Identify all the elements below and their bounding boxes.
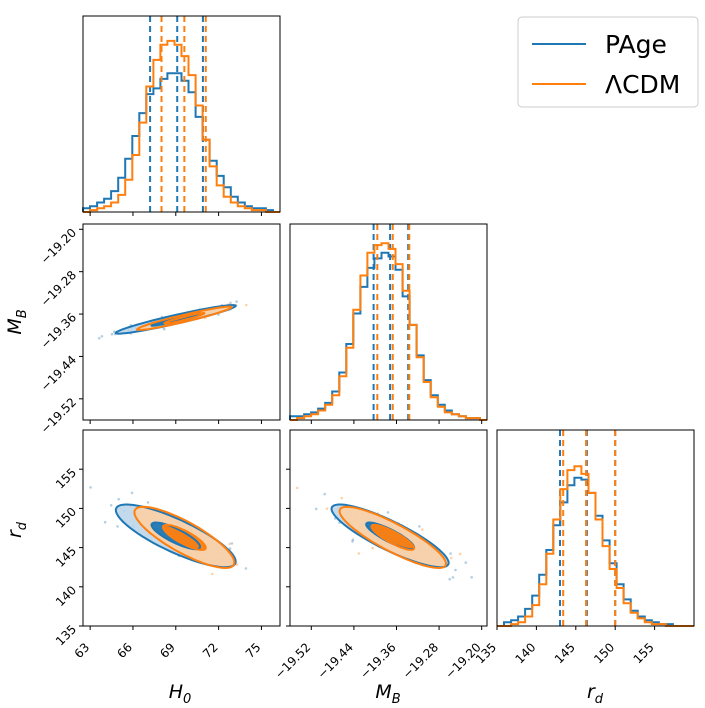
sample-point bbox=[314, 507, 318, 511]
panel-frame-1-1 bbox=[289, 223, 488, 421]
x-tick-label-MB: −19.36 bbox=[357, 640, 398, 681]
sample-point bbox=[464, 561, 468, 564]
panel-frame-0-0 bbox=[82, 15, 281, 213]
y-axis-label-mb: MB bbox=[4, 309, 30, 334]
sample-point bbox=[110, 332, 114, 336]
sample-point bbox=[470, 576, 474, 579]
y-tick-label-MB: −19.44 bbox=[38, 353, 79, 394]
sample-point bbox=[418, 525, 421, 528]
sample-point bbox=[454, 568, 457, 572]
contour-inner-line-PAge bbox=[150, 521, 202, 551]
sample-point bbox=[228, 547, 232, 550]
sample-point bbox=[386, 511, 390, 514]
sample-point bbox=[357, 552, 361, 555]
sample-point bbox=[100, 335, 104, 338]
x-axis-label-h0: H0 bbox=[169, 681, 192, 707]
y-tick-label-rd: 145 bbox=[53, 544, 79, 570]
hist-MB-ΛCDM bbox=[290, 242, 487, 421]
sample-point bbox=[451, 576, 455, 579]
sample-point bbox=[295, 486, 299, 490]
sample-point bbox=[117, 497, 120, 501]
panel-frame-2-2 bbox=[496, 429, 695, 627]
x-tick-label-H0: 66 bbox=[114, 640, 135, 661]
sample-point bbox=[351, 538, 355, 541]
sample-point bbox=[113, 330, 116, 334]
panel-frame-2-1 bbox=[289, 429, 488, 627]
hist-H0-PAge bbox=[82, 72, 280, 213]
panel-frame-1-0 bbox=[82, 223, 281, 421]
plot-lines bbox=[82, 16, 694, 627]
y-tick-label-MB: −19.20 bbox=[38, 226, 79, 267]
sample-point bbox=[228, 542, 231, 546]
x-tick-label-rd: 155 bbox=[631, 640, 657, 666]
hist-H0-ΛCDM bbox=[83, 39, 280, 213]
sample-point bbox=[458, 552, 462, 556]
x-tick-label-H0: 63 bbox=[72, 640, 93, 661]
sample-point bbox=[211, 572, 214, 576]
legend-label-lcdm: ΛCDM bbox=[605, 70, 680, 99]
sample-point bbox=[89, 486, 92, 489]
x-tick-label-H0: 69 bbox=[157, 640, 178, 661]
panel-frames bbox=[82, 15, 695, 627]
sample-point bbox=[323, 492, 327, 496]
x-tick-label-H0: 72 bbox=[200, 640, 221, 661]
x-tick-label-MB: −19.52 bbox=[272, 640, 313, 681]
y-tick-label-rd: 150 bbox=[53, 505, 79, 531]
x-tick-label-rd: 150 bbox=[591, 640, 617, 666]
y-tick-label-MB: −19.28 bbox=[38, 268, 79, 309]
sample-point bbox=[244, 567, 248, 570]
x-axis-label-rd: rd bbox=[587, 681, 604, 707]
contour-inner-fill-ΛCDM bbox=[371, 524, 415, 550]
y-axis-label-rd: rd bbox=[4, 521, 30, 538]
contour-inner-fill-ΛCDM bbox=[162, 524, 206, 550]
sample-point bbox=[229, 301, 232, 305]
y-tick-label-MB: −19.36 bbox=[38, 310, 79, 351]
sample-point bbox=[340, 496, 344, 500]
sample-point bbox=[449, 552, 452, 555]
sample-point bbox=[235, 300, 238, 303]
contour-outer-line-ΛCDM bbox=[338, 505, 448, 570]
hist-MB-PAge bbox=[289, 251, 487, 421]
sample-point bbox=[109, 504, 113, 507]
sample-point bbox=[371, 546, 375, 550]
contour-outer-line-ΛCDM bbox=[135, 305, 233, 331]
sample-point bbox=[235, 563, 239, 566]
y-tick-label-rd: 140 bbox=[53, 583, 79, 609]
contour-inner-line-ΛCDM bbox=[163, 312, 206, 325]
y-tick-label-rd: 135 bbox=[53, 622, 79, 648]
panel-frame-2-0 bbox=[82, 429, 281, 627]
legend-label-page: PAge bbox=[605, 30, 667, 59]
sample-point bbox=[230, 542, 234, 545]
sample-point bbox=[146, 501, 150, 504]
contour-inner-line-ΛCDM bbox=[370, 523, 416, 551]
sample-point bbox=[245, 303, 248, 307]
sample-point bbox=[103, 520, 107, 524]
sample-point bbox=[421, 528, 424, 531]
sample-point bbox=[449, 556, 453, 560]
contour-inner-line-ΛCDM bbox=[161, 523, 207, 551]
x-tick-label-rd: 145 bbox=[552, 640, 578, 666]
legend: PAge ΛCDM bbox=[517, 16, 699, 108]
y-tick-label-MB: −19.52 bbox=[38, 395, 79, 436]
x-tick-label-rd: 140 bbox=[512, 640, 538, 666]
sample-point bbox=[130, 491, 134, 495]
sample-point bbox=[163, 327, 166, 331]
sample-point bbox=[116, 525, 119, 528]
x-axis-label-mb: MB bbox=[375, 681, 400, 707]
contour-outer-line-ΛCDM bbox=[133, 505, 236, 570]
sample-point bbox=[448, 577, 452, 581]
x-tick-label-MB: −19.44 bbox=[315, 640, 356, 681]
sample-point bbox=[325, 507, 329, 510]
sample-point bbox=[97, 336, 101, 340]
hist-rd-ΛCDM bbox=[497, 465, 694, 627]
x-tick-label-H0: 75 bbox=[243, 640, 264, 661]
sample-point bbox=[351, 540, 354, 543]
x-tick-label-MB: −19.28 bbox=[400, 640, 441, 681]
y-tick-label-rd: 155 bbox=[53, 465, 79, 491]
